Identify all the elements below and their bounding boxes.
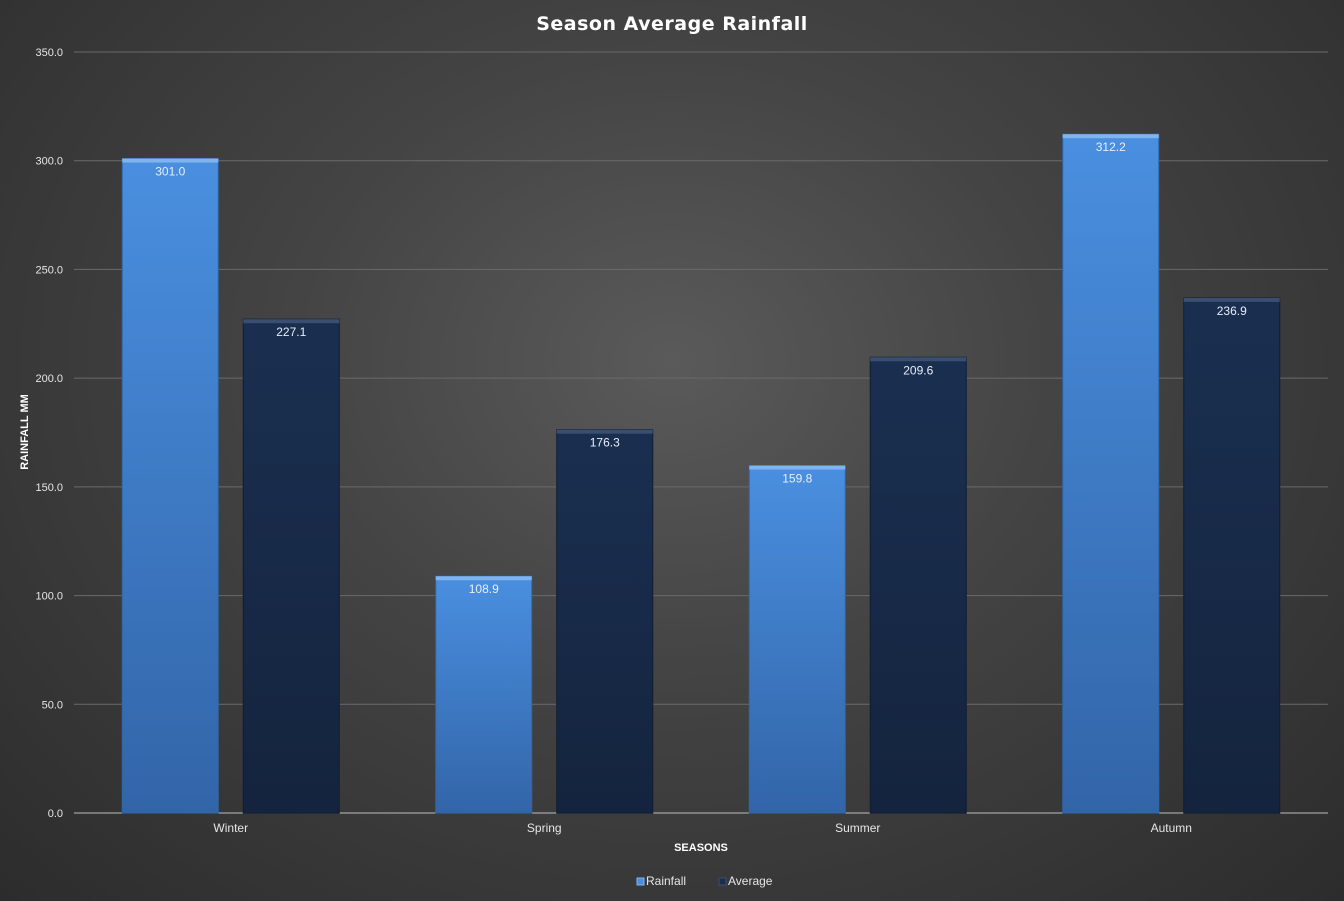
data-label: 209.6 bbox=[903, 363, 933, 377]
legend-label-average: Average bbox=[728, 874, 773, 888]
data-label: 227.1 bbox=[276, 325, 306, 339]
bar-average-spring bbox=[556, 429, 654, 814]
bar-rainfall-spring bbox=[435, 575, 533, 814]
bar-rainfall-autumn bbox=[1062, 133, 1160, 814]
y-axis-title: RAINFALL MM bbox=[19, 394, 31, 470]
x-tick-label: Winter bbox=[213, 821, 248, 835]
x-tick-label: Spring bbox=[527, 821, 562, 835]
data-label: 108.9 bbox=[469, 582, 499, 596]
y-tick-label: 150.0 bbox=[35, 482, 63, 494]
y-tick-label: 0.0 bbox=[48, 808, 63, 820]
y-tick-label: 250.0 bbox=[35, 264, 63, 276]
bar-average-summer bbox=[869, 356, 967, 814]
bar-bevel bbox=[556, 429, 653, 434]
legend-label-rainfall: Rainfall bbox=[646, 874, 686, 888]
bars bbox=[121, 133, 1281, 814]
data-label: 159.8 bbox=[782, 472, 812, 486]
y-tick-label: 300.0 bbox=[35, 156, 63, 168]
y-tick-label: 200.0 bbox=[35, 373, 63, 385]
x-tick-label: Autumn bbox=[1151, 821, 1192, 835]
bar-average-autumn bbox=[1183, 297, 1281, 814]
legend-swatch-average bbox=[718, 877, 727, 886]
bar-bevel bbox=[749, 465, 846, 470]
data-label: 176.3 bbox=[590, 436, 620, 450]
bar-rainfall-winter bbox=[121, 158, 219, 814]
y-tick-label: 350.0 bbox=[35, 47, 63, 59]
bar-bevel bbox=[1183, 297, 1280, 302]
x-axis-title: SEASONS bbox=[674, 842, 728, 854]
bar-bevel bbox=[870, 357, 967, 362]
bar-bevel bbox=[1062, 134, 1159, 139]
y-tick-label: 100.0 bbox=[35, 591, 63, 603]
bar-bevel bbox=[243, 319, 340, 324]
y-tick-label: 50.0 bbox=[42, 699, 63, 711]
chart-title: Season Average Rainfall bbox=[536, 13, 808, 35]
data-label: 301.0 bbox=[155, 165, 185, 179]
labels: 0.0 50.0 100.0 150.0 200.0 250.0 300.0 350.0 301… bbox=[35, 47, 1247, 835]
x-tick-label: Summer bbox=[835, 821, 880, 835]
bar-rainfall-summer bbox=[748, 465, 846, 814]
bar-average-winter bbox=[242, 318, 340, 814]
bar-bevel bbox=[122, 158, 219, 163]
legend-swatch-rainfall bbox=[636, 877, 645, 886]
data-label: 312.2 bbox=[1096, 140, 1126, 154]
legend: Rainfall Average bbox=[636, 874, 773, 888]
bar-bevel bbox=[435, 576, 532, 581]
data-label: 236.9 bbox=[1217, 304, 1247, 318]
